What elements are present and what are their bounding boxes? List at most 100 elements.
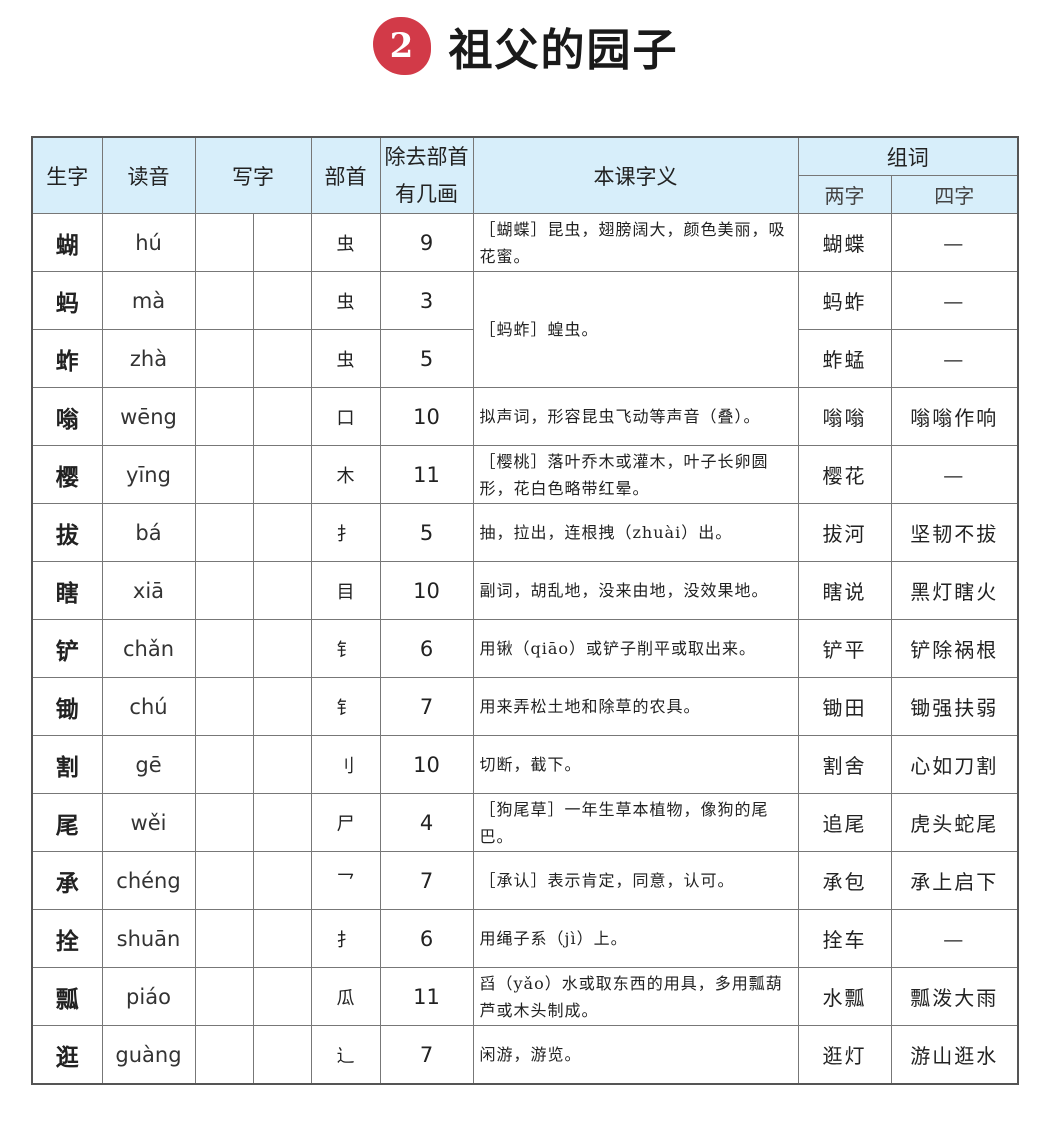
two-char-word: 逛灯 [797,1025,892,1085]
table-row: 嗡 wēng 口 10 拟声词，形容昆虫飞动等声音（叠）。 嗡嗡 嗡嗡作响 [31,387,1019,446]
pinyin: wēng [101,387,196,446]
writing-box-right[interactable] [252,851,312,910]
table-row: 拴 shuān 扌 6 用绳子系（jì）上。 拴车 — [31,909,1019,968]
pinyin: guàng [101,1025,196,1085]
writing-box-left[interactable] [194,677,254,736]
table-row: 尾 wěi 尸 4 ［狗尾草］一年生草本植物，像狗的尾巴。 追尾 虎头蛇尾 [31,793,1019,852]
stroke-count: 7 [379,1025,474,1085]
writing-box-right[interactable] [252,445,312,504]
writing-box-right[interactable] [252,793,312,852]
writing-box-left[interactable] [194,793,254,852]
meaning: 抽，拉出，连根拽（zhuài）出。 [472,503,799,562]
header-meaning: 本课字义 [472,136,799,214]
writing-box-left[interactable] [194,445,254,504]
writing-box-left[interactable] [194,387,254,446]
four-char-word: 黑灯瞎火 [890,561,1019,620]
table-row: 锄 chú 钅 7 用来弄松土地和除草的农具。 锄田 锄强扶弱 [31,677,1019,736]
two-char-word: 拔河 [797,503,892,562]
writing-box-left[interactable] [194,619,254,678]
header-four-char: 四字 [890,175,1019,214]
table-row: 蝴 hú 虫 9 ［蝴蝶］昆虫，翅膀阔大，颜色美丽，吸花蜜。 蝴蝶 — [31,213,1019,272]
two-char-word: 瞎说 [797,561,892,620]
meaning: ［蝴蝶］昆虫，翅膀阔大，颜色美丽，吸花蜜。 [472,213,799,272]
four-char-word: — [890,271,1019,330]
writing-box-right[interactable] [252,735,312,794]
pinyin: mà [101,271,196,330]
writing-box-right[interactable] [252,619,312,678]
new-character: 拔 [31,503,103,562]
two-char-word: 承包 [797,851,892,910]
new-character: 蚱 [31,329,103,388]
pinyin: chú [101,677,196,736]
writing-box-right[interactable] [252,329,312,388]
new-character: 嗡 [31,387,103,446]
four-char-word: 铲除祸根 [890,619,1019,678]
two-char-word: 樱花 [797,445,892,504]
header-strokes: 除去部首 有几画 [379,136,474,214]
meaning: 副词，胡乱地，没来由地，没效果地。 [472,561,799,620]
pinyin: bá [101,503,196,562]
writing-box-left[interactable] [194,329,254,388]
table-row: 铲 chǎn 钅 6 用锹（qiāo）或铲子削平或取出来。 铲平 铲除祸根 [31,619,1019,678]
writing-box-left[interactable] [194,851,254,910]
pinyin: yīng [101,445,196,504]
radical: 乛 [310,851,381,910]
stroke-count: 5 [379,503,474,562]
new-character: 割 [31,735,103,794]
new-character: 承 [31,851,103,910]
four-char-word: — [890,445,1019,504]
new-character: 樱 [31,445,103,504]
table-row: 瞎 xiā 目 10 副词，胡乱地，没来由地，没效果地。 瞎说 黑灯瞎火 [31,561,1019,620]
new-character: 拴 [31,909,103,968]
writing-box-left[interactable] [194,561,254,620]
writing-box-left[interactable] [194,213,254,272]
meaning: ［蚂蚱］蝗虫。 [472,271,799,388]
meaning: 用绳子系（jì）上。 [472,909,799,968]
writing-box-left[interactable] [194,967,254,1026]
writing-box-right[interactable] [252,213,312,272]
new-character: 锄 [31,677,103,736]
writing-box-right[interactable] [252,1025,312,1085]
meaning: 舀（yǎo）水或取东西的用具，多用瓢葫芦或木头制成。 [472,967,799,1026]
four-char-word: 瓢泼大雨 [890,967,1019,1026]
meaning: 用锹（qiāo）或铲子削平或取出来。 [472,619,799,678]
stroke-count: 11 [379,967,474,1026]
table-row: 逛 guàng 辶 7 闲游，游览。 逛灯 游山逛水 [31,1025,1019,1085]
new-character: 瞎 [31,561,103,620]
writing-box-left[interactable] [194,503,254,562]
lesson-title-text: 祖父的园子 [448,25,679,76]
radical: 钅 [310,619,381,678]
writing-box-right[interactable] [252,967,312,1026]
table-row: 割 gē 刂 10 切断，截下。 割舍 心如刀割 [31,735,1019,794]
writing-box-right[interactable] [252,909,312,968]
writing-box-left[interactable] [194,1025,254,1085]
radical: 口 [310,387,381,446]
lesson-title: 2 祖父的园子 [0,14,1051,78]
header-char: 生字 [31,136,103,214]
writing-box-right[interactable] [252,503,312,562]
two-char-word: 蝴蝶 [797,213,892,272]
header-two-char: 两字 [797,175,892,214]
stroke-count: 11 [379,445,474,504]
writing-box-right[interactable] [252,271,312,330]
writing-box-left[interactable] [194,909,254,968]
meaning: ［狗尾草］一年生草本植物，像狗的尾巴。 [472,793,799,852]
two-char-word: 锄田 [797,677,892,736]
pinyin: xiā [101,561,196,620]
table-row: 蚂 mà 虫 3 ［蚂蚱］蝗虫。 蚂蚱 — [31,271,1019,388]
pinyin: chéng [101,851,196,910]
writing-box-left[interactable] [194,271,254,330]
stroke-count: 9 [379,213,474,272]
meaning: 切断，截下。 [472,735,799,794]
writing-box-right[interactable] [252,677,312,736]
stroke-count: 4 [379,793,474,852]
new-character: 尾 [31,793,103,852]
new-character: 铲 [31,619,103,678]
stroke-count: 10 [379,735,474,794]
writing-box-left[interactable] [194,735,254,794]
writing-box-right[interactable] [252,561,312,620]
table-row: 拔 bá 扌 5 抽，拉出，连根拽（zhuài）出。 拔河 坚韧不拔 [31,503,1019,562]
writing-box-right[interactable] [252,387,312,446]
four-char-word: 心如刀割 [890,735,1019,794]
header-pinyin: 读音 [101,136,196,214]
